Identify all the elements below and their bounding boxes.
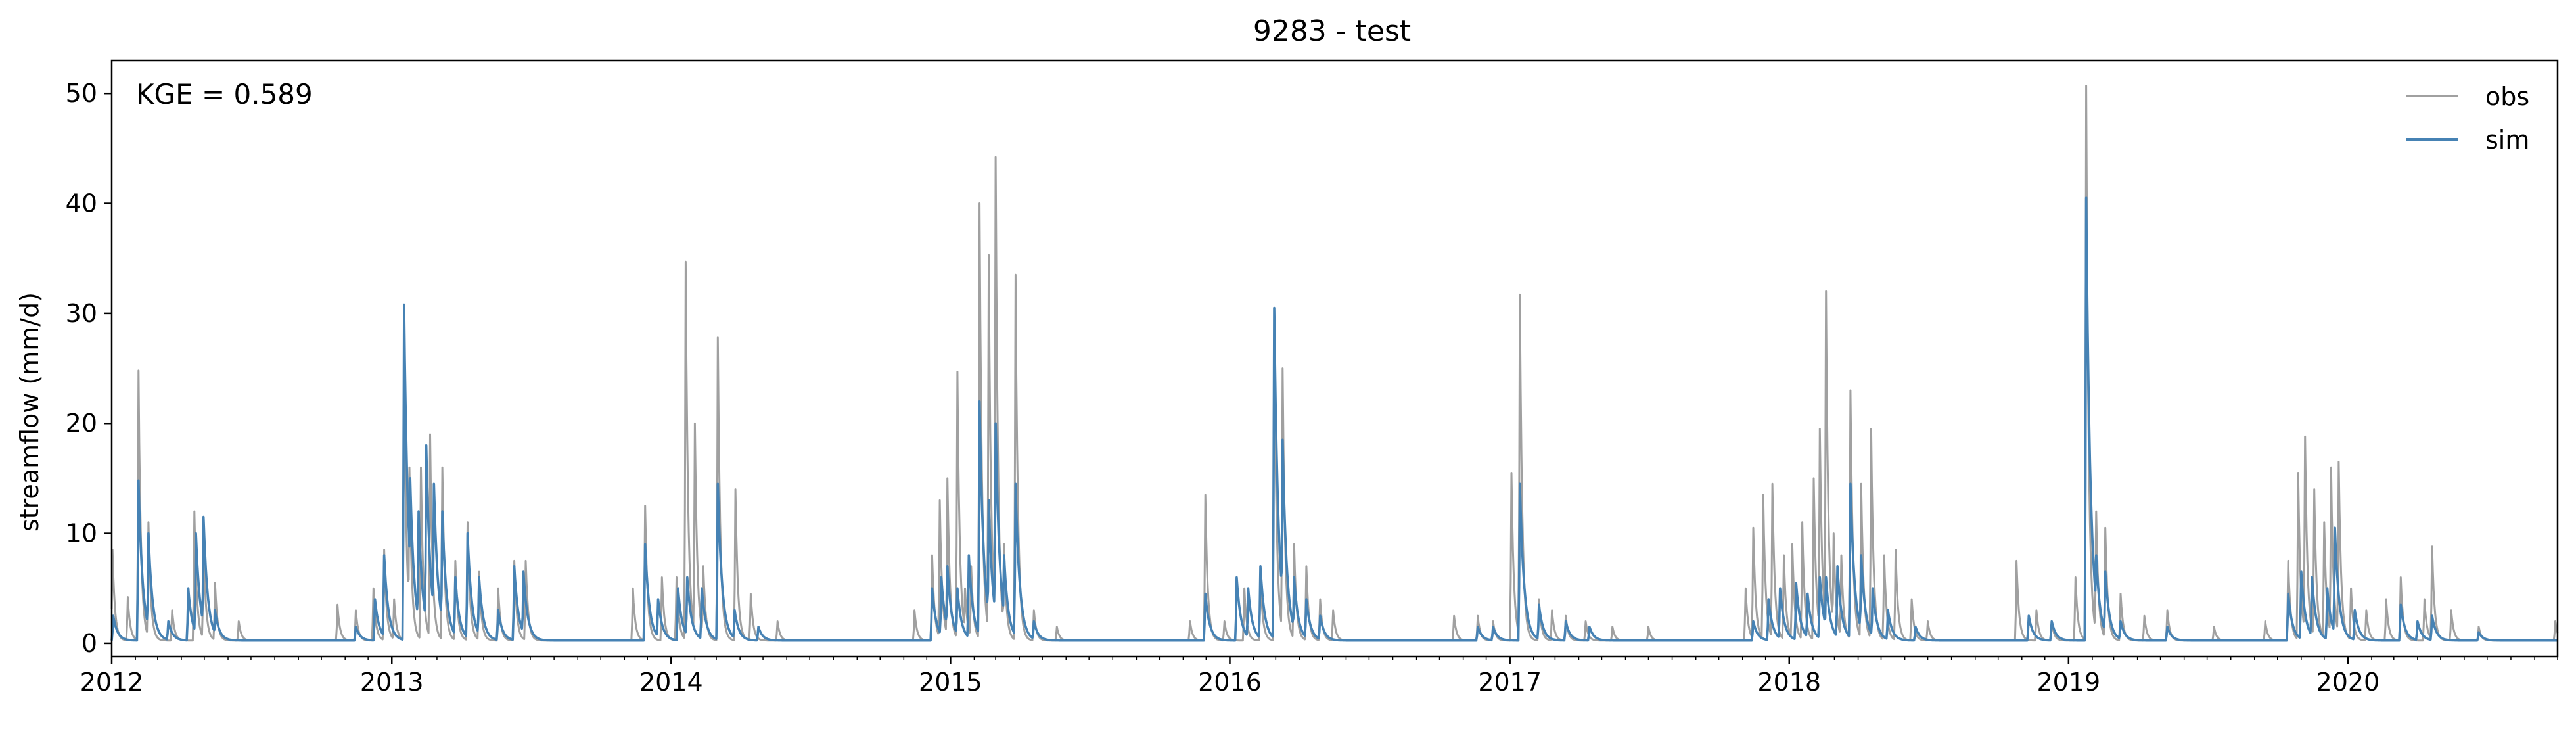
x-tick-label: 2014 bbox=[639, 668, 703, 697]
y-tick-label: 40 bbox=[66, 189, 97, 218]
y-tick-label: 0 bbox=[81, 629, 97, 658]
y-tick-label: 10 bbox=[66, 519, 97, 548]
legend: obs sim bbox=[2406, 82, 2529, 154]
x-tick-label: 2016 bbox=[1198, 668, 1262, 697]
x-tick-label: 2018 bbox=[1757, 668, 1821, 697]
y-tick-label: 30 bbox=[66, 299, 97, 328]
legend-obs-label: obs bbox=[2485, 82, 2529, 111]
y-tick-label: 20 bbox=[66, 409, 97, 438]
y-tick-label: 50 bbox=[66, 79, 97, 108]
y-axis: 0 10 20 30 40 50 bbox=[66, 79, 112, 658]
series-line-obs bbox=[110, 85, 2559, 642]
plot-frame bbox=[110, 59, 2559, 658]
legend-sim-label: sim bbox=[2485, 126, 2529, 154]
x-tick-label: 2015 bbox=[919, 668, 982, 697]
chart-title: 9283 - test bbox=[1253, 14, 1411, 48]
x-tick-label: 2017 bbox=[1478, 668, 1542, 697]
x-axis: 2012 2013 2014 2015 2016 2017 2018 2019 2020 bbox=[80, 657, 2558, 697]
series-line-sim bbox=[110, 196, 2558, 642]
x-tick-label: 2019 bbox=[2036, 668, 2100, 697]
x-tick-label: 2012 bbox=[80, 668, 144, 697]
plot-area bbox=[110, 85, 2559, 642]
x-tick-label: 2013 bbox=[360, 668, 424, 697]
kge-annotation: KGE = 0.589 bbox=[136, 78, 313, 110]
y-axis-label: streamflow (mm/d) bbox=[15, 292, 44, 532]
x-tick-label: 2020 bbox=[2316, 668, 2380, 697]
